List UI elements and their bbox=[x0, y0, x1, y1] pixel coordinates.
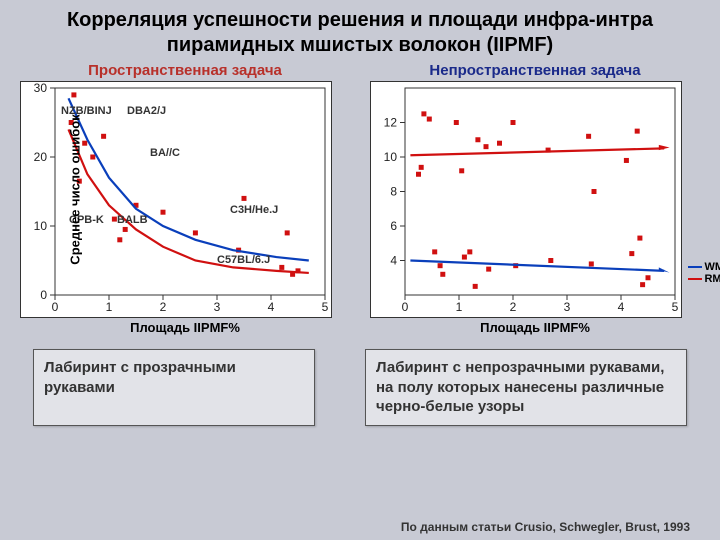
svg-text:5: 5 bbox=[322, 300, 329, 314]
page-title: Корреляция успешности решения и площади … bbox=[0, 0, 720, 62]
citation: По данным статьи Crusio, Schwegler, Brus… bbox=[401, 520, 690, 534]
svg-text:8: 8 bbox=[390, 185, 397, 199]
legend: WM RM bbox=[688, 261, 720, 285]
right-x-label: Площадь IIPMF% bbox=[370, 320, 700, 335]
svg-text:1: 1 bbox=[456, 300, 463, 314]
svg-text:10: 10 bbox=[384, 150, 398, 164]
legend-wm: WM bbox=[704, 261, 720, 273]
svg-text:BA//C: BA//C bbox=[150, 147, 180, 159]
svg-text:20: 20 bbox=[34, 150, 48, 164]
svg-text:30: 30 bbox=[34, 81, 48, 95]
svg-text:6: 6 bbox=[390, 219, 397, 233]
left-chart-block: Среднее число ошибок Пространственная за… bbox=[20, 62, 350, 335]
left-x-label: Площадь IIPMF% bbox=[20, 320, 350, 335]
svg-text:4: 4 bbox=[390, 254, 397, 268]
svg-text:BALB: BALB bbox=[117, 214, 148, 226]
left-chart-title: Пространственная задача bbox=[20, 62, 350, 79]
right-chart-block: Непространственная задача 0123454681012 … bbox=[370, 62, 700, 335]
captions-row: Лабиринт с прозрачными рукавами Лабиринт… bbox=[0, 335, 720, 426]
svg-text:C57BL/6.J: C57BL/6.J bbox=[217, 254, 270, 266]
svg-text:4: 4 bbox=[618, 300, 625, 314]
svg-text:3: 3 bbox=[214, 300, 221, 314]
svg-text:0: 0 bbox=[402, 300, 409, 314]
right-chart-title: Непространственная задача bbox=[370, 62, 700, 79]
svg-text:1: 1 bbox=[106, 300, 113, 314]
svg-text:4: 4 bbox=[268, 300, 275, 314]
charts-row: Среднее число ошибок Пространственная за… bbox=[0, 62, 720, 335]
svg-text:2: 2 bbox=[160, 300, 167, 314]
svg-text:0: 0 bbox=[40, 288, 47, 302]
right-chart: 0123454681012 bbox=[370, 81, 682, 318]
y-axis-label: Среднее число ошибок bbox=[68, 114, 83, 264]
svg-text:10: 10 bbox=[34, 219, 48, 233]
svg-text:C3H/He.J: C3H/He.J bbox=[230, 204, 278, 216]
svg-text:3: 3 bbox=[564, 300, 571, 314]
svg-text:2: 2 bbox=[510, 300, 517, 314]
legend-rm: RM bbox=[704, 273, 720, 285]
svg-text:0: 0 bbox=[52, 300, 59, 314]
left-caption: Лабиринт с прозрачными рукавами bbox=[33, 349, 315, 426]
svg-text:5: 5 bbox=[672, 300, 679, 314]
right-caption: Лабиринт с непрозрачными рукавами, на по… bbox=[365, 349, 687, 426]
svg-text:12: 12 bbox=[384, 116, 398, 130]
svg-text:DBA2/J: DBA2/J bbox=[127, 105, 166, 117]
